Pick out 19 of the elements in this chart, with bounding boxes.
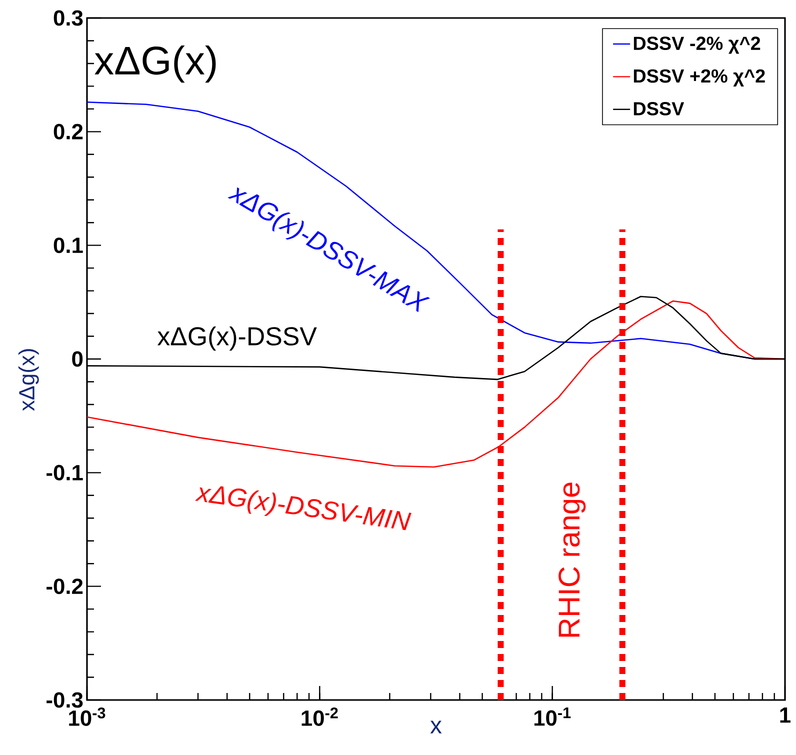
x-tick-label: 10$^{-1}$ — [534, 708, 571, 726]
annotation: RHIC range — [558, 482, 586, 637]
x-axis-title: x — [430, 720, 442, 734]
y-tick-label: 0.2 — [54, 124, 83, 140]
y-tick-label: -0.2 — [46, 578, 83, 594]
y-tick-label: -0.1 — [46, 464, 83, 480]
x-tick-label: 10$^{-3}$ — [69, 708, 106, 726]
y-tick-label: 0 — [72, 351, 83, 367]
legend-label: DSSV -2% χ^2 — [634, 36, 760, 54]
legend-label: DSSV — [634, 102, 684, 116]
text: xΔG(x) — [94, 45, 216, 83]
legend-label: DSSV +2% χ^2 — [634, 69, 765, 86]
x-tick-label: 1 — [780, 708, 790, 723]
x-tick-label: 10$^{-2}$ — [302, 708, 338, 726]
y-tick-label: 0.1 — [54, 238, 83, 254]
y-axis-title: xΔg(x) — [18, 349, 39, 411]
y-tick-label: 0.3 — [54, 10, 83, 26]
annotation: xΔG(x)-DSSV — [157, 326, 317, 351]
y-tick-label: -0.3 — [46, 692, 83, 708]
